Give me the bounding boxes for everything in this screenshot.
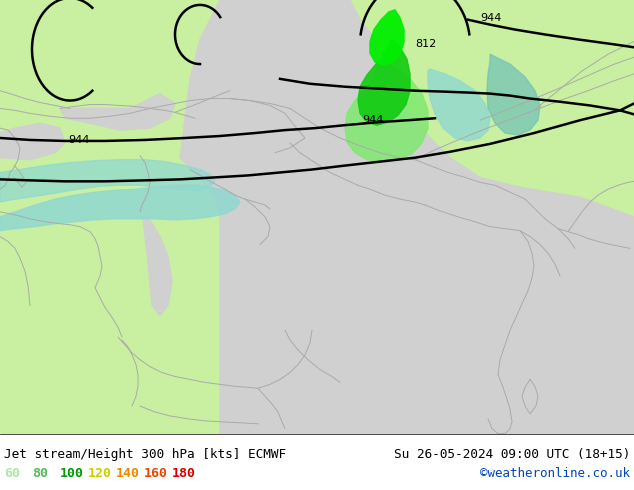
Polygon shape [370,10,404,65]
Text: 944: 944 [68,135,89,145]
Text: 944: 944 [480,13,501,23]
Text: Jet stream/Height 300 hPa [kts] ECMWF: Jet stream/Height 300 hPa [kts] ECMWF [4,448,286,461]
Polygon shape [428,69,490,141]
Polygon shape [285,172,330,197]
Text: Su 26-05-2024 09:00 UTC (18+15): Su 26-05-2024 09:00 UTC (18+15) [394,448,630,461]
Text: 140: 140 [116,467,140,480]
Polygon shape [0,160,215,202]
Polygon shape [358,39,410,125]
Polygon shape [282,143,315,197]
Text: 180: 180 [172,467,196,480]
Polygon shape [0,185,240,231]
Text: ©weatheronline.co.uk: ©weatheronline.co.uk [480,467,630,480]
Text: 944: 944 [362,115,384,125]
Polygon shape [0,123,65,160]
Text: 100: 100 [60,467,84,480]
Polygon shape [487,54,540,135]
Polygon shape [60,94,175,130]
Text: 80: 80 [32,467,48,480]
Text: 812: 812 [415,39,436,49]
Polygon shape [143,217,172,316]
Text: 160: 160 [144,467,168,480]
Text: 60: 60 [4,467,20,480]
Polygon shape [345,59,428,162]
Polygon shape [180,0,634,434]
Text: 120: 120 [88,467,112,480]
